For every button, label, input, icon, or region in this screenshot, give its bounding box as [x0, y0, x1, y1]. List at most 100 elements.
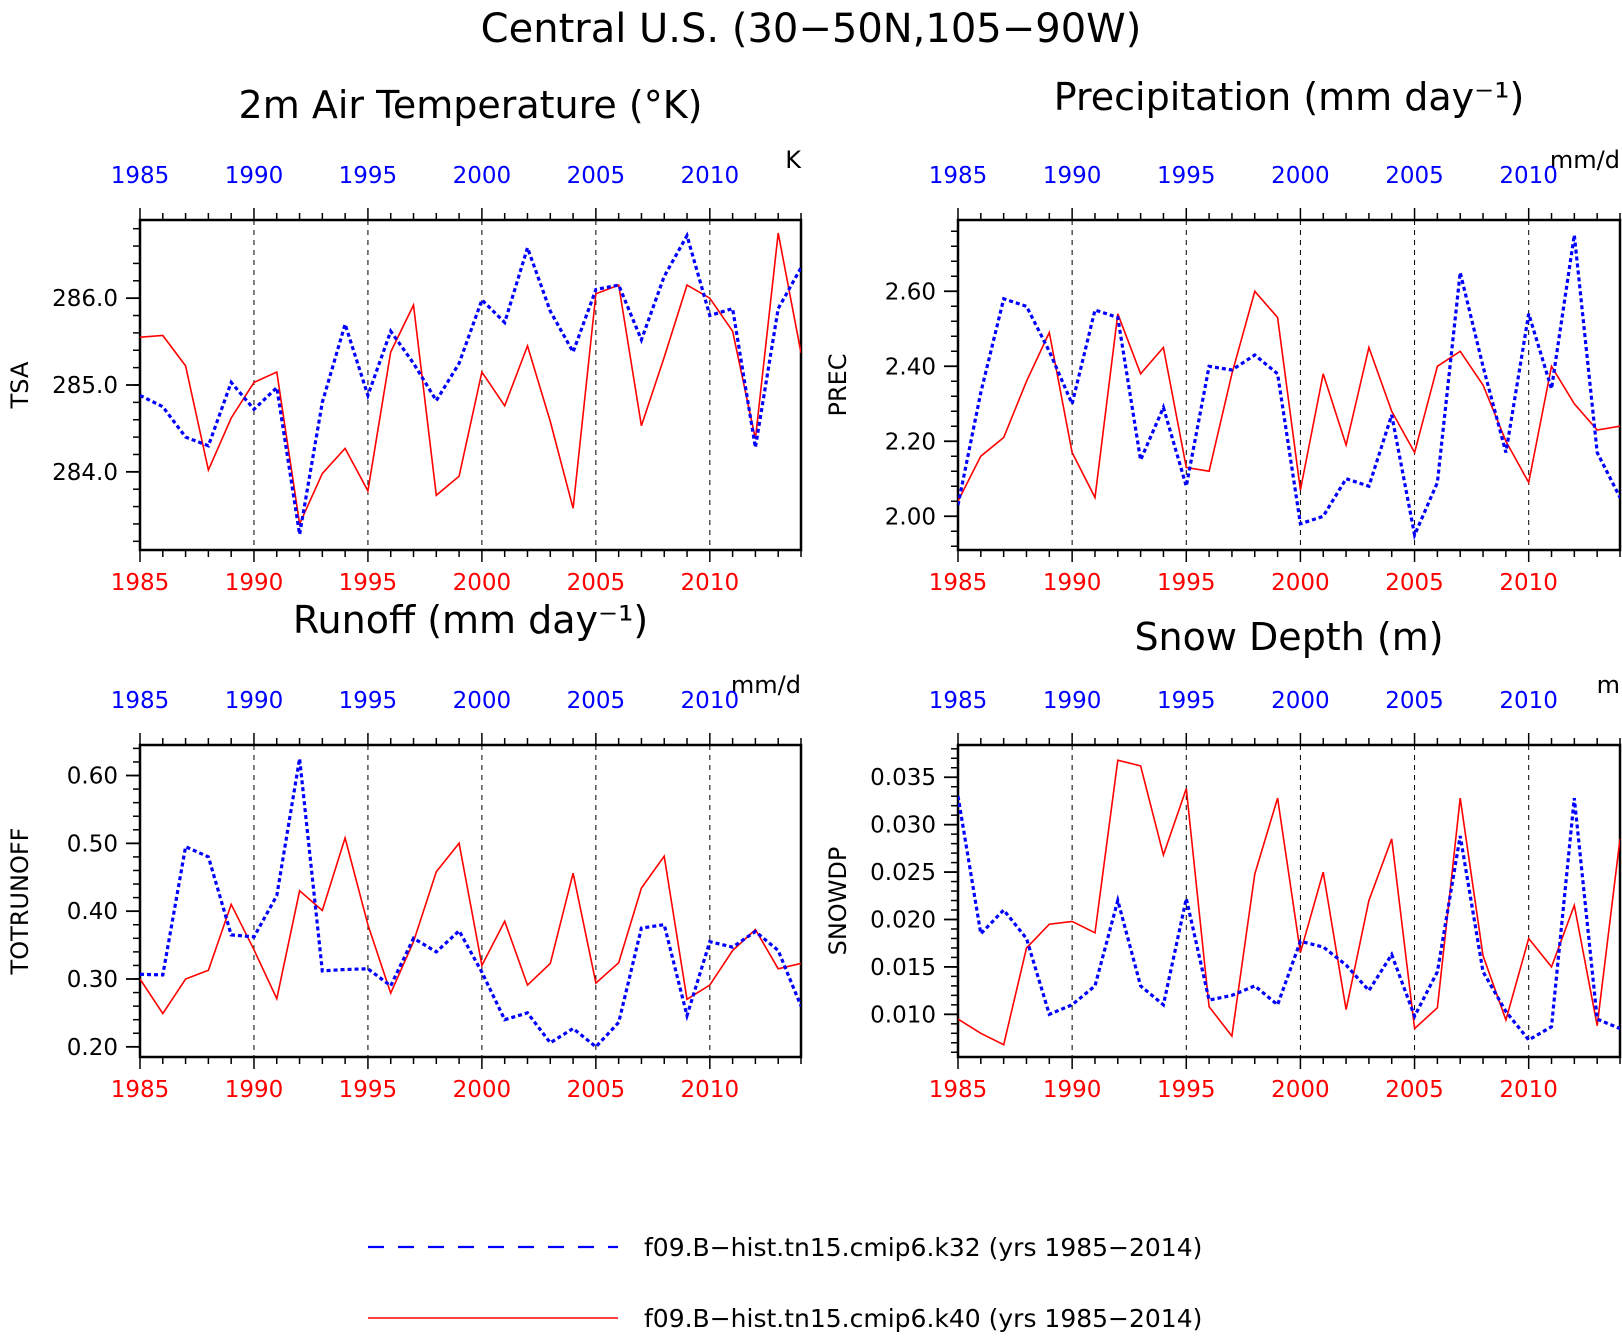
x-tick-label-top: 1985 — [111, 163, 170, 189]
x-tick-label-top: 2000 — [453, 163, 512, 189]
units-label: m — [1597, 671, 1620, 699]
x-tick-label-bottom: 2010 — [1499, 1077, 1558, 1103]
series-line-k32 — [140, 758, 801, 1049]
x-tick-label-top: 1990 — [1043, 163, 1102, 189]
x-tick-label-bottom: 2005 — [1385, 570, 1444, 596]
chart-panel-2: Runoff (mm day⁻¹) mm/d TOTRUNOFF 1985 1985 19… — [6, 598, 803, 1103]
legend-label: f09.B−hist.tn15.cmip6.k40 (yrs 1985−2014… — [644, 1304, 1202, 1333]
y-tick-label: 284.0 — [52, 460, 118, 486]
x-tick-label-top: 2005 — [567, 688, 626, 714]
figure-title: Central U.S. (30−50N,105−90W) — [481, 6, 1142, 52]
x-tick-label-bottom: 1995 — [1157, 570, 1216, 596]
x-tick-label-bottom: 1990 — [1043, 570, 1102, 596]
units-label: mm/d — [1550, 146, 1620, 174]
y-axis-label: SNOWDP — [824, 847, 852, 956]
y-tick-label: 2.20 — [885, 429, 936, 455]
x-tick-label-top: 2005 — [1385, 163, 1444, 189]
x-tick-label-top: 1995 — [1157, 688, 1216, 714]
y-tick-label: 0.010 — [870, 1002, 936, 1028]
series-line-k40 — [958, 289, 1620, 502]
x-tick-label-top: 1985 — [111, 688, 170, 714]
series-line-k40 — [140, 835, 801, 1016]
series-line-k32 — [958, 234, 1620, 541]
y-tick-label: 0.015 — [870, 955, 936, 981]
x-tick-label-bottom: 2005 — [567, 570, 626, 596]
x-tick-label-top: 2010 — [1499, 688, 1558, 714]
series-line-k32 — [958, 795, 1620, 1042]
x-tick-label-top: 1995 — [339, 688, 398, 714]
legend: f09.B−hist.tn15.cmip6.k32 (yrs 1985−2014… — [368, 1233, 1202, 1333]
x-tick-label-bottom: 1995 — [1157, 1077, 1216, 1103]
plot-frame — [138, 743, 803, 1059]
x-tick-label-bottom: 2000 — [453, 1077, 512, 1103]
x-tick-label-bottom: 1990 — [225, 570, 284, 596]
series-line-k40 — [140, 232, 801, 527]
x-tick-label-top: 2010 — [681, 688, 740, 714]
x-tick-label-bottom: 2010 — [681, 1077, 740, 1103]
legend-item-k32: f09.B−hist.tn15.cmip6.k32 (yrs 1985−2014… — [368, 1233, 1202, 1262]
y-tick-label: 0.20 — [67, 1035, 118, 1061]
x-tick-label-top: 1990 — [225, 163, 284, 189]
x-tick-label-top: 1985 — [929, 163, 988, 189]
y-tick-label: 2.40 — [885, 354, 936, 380]
panels-group: 2m Air Temperature (°K) K TSA 1985 1985 1990 1… — [6, 75, 1622, 1103]
x-tick-label-bottom: 2005 — [567, 1077, 626, 1103]
x-tick-label-top: 1995 — [339, 163, 398, 189]
chart-panel-3: Snow Depth (m) m SNOWDP 1985 1985 1990 1990 199… — [824, 615, 1622, 1103]
x-tick-label-top: 2000 — [1271, 163, 1330, 189]
x-tick-label-top: 1995 — [1157, 163, 1216, 189]
panel-title: 2m Air Temperature (°K) — [239, 83, 703, 127]
legend-label: f09.B−hist.tn15.cmip6.k32 (yrs 1985−2014… — [644, 1233, 1202, 1262]
y-axis-label: PREC — [824, 353, 852, 416]
x-tick-label-top: 2005 — [1385, 688, 1444, 714]
panel-title: Runoff (mm day⁻¹) — [293, 598, 648, 642]
x-tick-label-bottom: 1985 — [111, 570, 170, 596]
x-tick-label-top: 1990 — [225, 688, 284, 714]
y-tick-label: 0.30 — [67, 967, 118, 993]
y-tick-label: 286.0 — [52, 286, 118, 312]
x-tick-label-bottom: 1990 — [1043, 1077, 1102, 1103]
x-tick-label-top: 1990 — [1043, 688, 1102, 714]
units-label: mm/d — [731, 671, 801, 699]
plot-frame — [956, 218, 1622, 552]
x-tick-label-top: 2005 — [567, 163, 626, 189]
y-tick-label: 0.40 — [67, 899, 118, 925]
y-tick-label: 285.0 — [52, 373, 118, 399]
x-tick-label-bottom: 2000 — [1271, 1077, 1330, 1103]
x-tick-label-top: 2000 — [1271, 688, 1330, 714]
y-tick-label: 0.020 — [870, 907, 936, 933]
x-tick-label-bottom: 2000 — [1271, 570, 1330, 596]
x-tick-label-bottom: 1985 — [111, 1077, 170, 1103]
panel-title: Precipitation (mm day⁻¹) — [1054, 75, 1525, 119]
x-tick-label-top: 2000 — [453, 688, 512, 714]
x-tick-label-top: 1985 — [929, 688, 988, 714]
x-tick-label-bottom: 2005 — [1385, 1077, 1444, 1103]
x-tick-label-bottom: 2010 — [1499, 570, 1558, 596]
y-tick-label: 0.035 — [870, 765, 936, 791]
y-tick-label: 0.50 — [67, 831, 118, 857]
x-tick-label-bottom: 1990 — [225, 1077, 284, 1103]
x-tick-label-top: 2010 — [681, 163, 740, 189]
x-tick-label-top: 2010 — [1499, 163, 1558, 189]
units-label: K — [785, 146, 802, 174]
y-axis-label: TSA — [6, 361, 34, 409]
y-tick-label: 0.025 — [870, 860, 936, 886]
y-tick-label: 0.030 — [870, 813, 936, 839]
x-tick-label-bottom: 1995 — [339, 1077, 398, 1103]
x-tick-label-bottom: 1985 — [929, 570, 988, 596]
chart-panel-0: 2m Air Temperature (°K) K TSA 1985 1985 1990 1… — [6, 83, 803, 596]
y-tick-label: 2.60 — [885, 279, 936, 305]
series-line-k40 — [958, 759, 1620, 1046]
panel-title: Snow Depth (m) — [1134, 615, 1443, 659]
x-tick-label-bottom: 1995 — [339, 570, 398, 596]
legend-item-k40: f09.B−hist.tn15.cmip6.k40 (yrs 1985−2014… — [368, 1304, 1202, 1333]
series-line-k32 — [140, 231, 801, 535]
plot-frame — [138, 218, 803, 552]
chart-panel-1: Precipitation (mm day⁻¹) mm/d PREC 1985 1985… — [824, 75, 1622, 596]
x-tick-label-bottom: 2000 — [453, 570, 512, 596]
y-tick-label: 2.00 — [885, 504, 936, 530]
y-axis-label: TOTRUNOFF — [6, 828, 34, 976]
x-tick-label-bottom: 2010 — [681, 570, 740, 596]
x-tick-label-bottom: 1985 — [929, 1077, 988, 1103]
